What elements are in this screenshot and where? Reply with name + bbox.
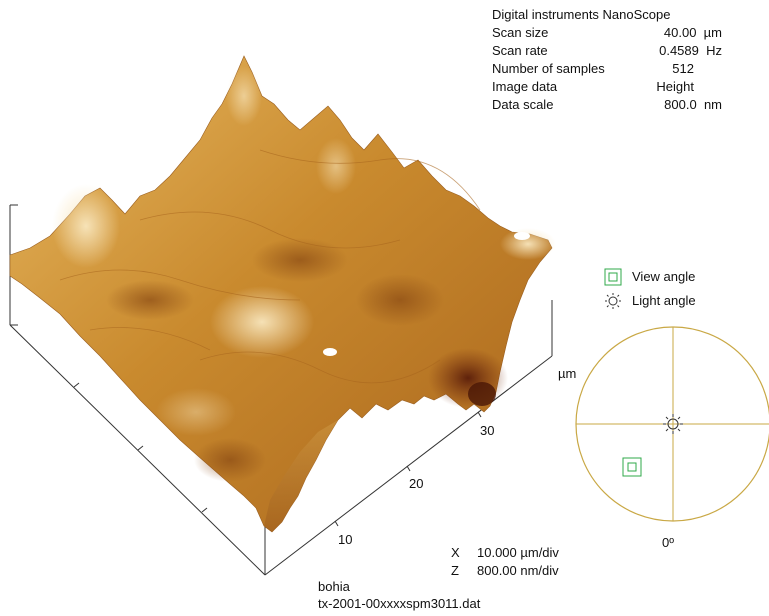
scale-value: 800.00 nm/div bbox=[477, 563, 559, 578]
info-value: 0.4589 bbox=[659, 43, 699, 58]
scale-key: X bbox=[451, 545, 460, 560]
info-label: Number of samples bbox=[492, 61, 605, 76]
info-unit: µm bbox=[703, 25, 722, 40]
info-label: Image data bbox=[492, 79, 558, 94]
base-axes bbox=[9, 300, 553, 576]
specular-spot-2 bbox=[514, 232, 530, 240]
shade-valley-4 bbox=[194, 438, 266, 482]
ridge-lines bbox=[59, 149, 481, 384]
info-value: 800.0 bbox=[664, 97, 697, 112]
legend-light-angle: Light angle bbox=[604, 292, 696, 310]
info-label: Data scale bbox=[492, 97, 554, 112]
highlight-left-peak bbox=[52, 184, 120, 268]
specular-spot-1 bbox=[323, 348, 337, 356]
info-label: Scan size bbox=[492, 25, 549, 40]
highlight-right-edge bbox=[500, 228, 556, 260]
surface-front-face bbox=[264, 420, 338, 532]
dial-view-square-icon[interactable] bbox=[622, 457, 642, 477]
axis-tick-30: 30 bbox=[480, 423, 495, 438]
axis-tick-20: 20 bbox=[409, 476, 424, 491]
right-axis-ticks bbox=[334, 411, 482, 527]
scale-info: X 10.000 µm/div Z 800.00 nm/div bbox=[451, 544, 559, 580]
axis-unit-label: µm bbox=[558, 366, 577, 381]
view-angle-square-icon bbox=[604, 268, 622, 286]
view-angle-label: View angle bbox=[632, 269, 696, 284]
info-row-scan-rate: Scan rate 0.4589 Hz bbox=[492, 42, 722, 60]
scale-key: Z bbox=[451, 563, 459, 578]
scale-row-z: Z 800.00 nm/div bbox=[451, 562, 559, 580]
highlight-top-peak bbox=[226, 66, 262, 126]
axis-tick-10: 10 bbox=[338, 532, 353, 547]
info-unit: Hz bbox=[706, 43, 722, 58]
dial-angle-label: 0º bbox=[662, 535, 674, 550]
info-row-samples: Number of samples 512 bbox=[492, 60, 722, 78]
info-value: 512 bbox=[672, 61, 694, 76]
angle-dial bbox=[575, 326, 769, 522]
shade-valley-3 bbox=[356, 274, 444, 326]
info-value: 40.00 bbox=[663, 25, 697, 40]
dark-pit bbox=[428, 348, 508, 408]
sample-name: bohia bbox=[318, 579, 350, 594]
file-name: tx-2001-00xxxxspm3011.dat bbox=[318, 596, 481, 611]
info-row-data-scale: Data scale 800.0 nm bbox=[492, 96, 722, 114]
light-angle-sun-icon bbox=[605, 293, 621, 309]
file-footer: bohia tx-2001-00xxxxspm3011.dat bbox=[318, 578, 480, 612]
highlight-front-lump bbox=[156, 388, 236, 436]
info-label: Scan rate bbox=[492, 43, 548, 58]
shade-valley-1 bbox=[252, 238, 348, 282]
afm-surface bbox=[9, 55, 556, 533]
instrument-title: Digital instruments NanoScope bbox=[492, 7, 671, 22]
light-angle-label: Light angle bbox=[632, 293, 696, 308]
scale-value: 10.000 µm/div bbox=[477, 545, 559, 560]
dark-pit-core bbox=[468, 382, 496, 406]
shade-valley-2 bbox=[106, 280, 194, 320]
highlight-center-ridge bbox=[210, 286, 314, 358]
dial-light-sun-icon bbox=[663, 414, 683, 434]
left-axis-ticks bbox=[73, 382, 208, 513]
info-row-image-data: Image data Height bbox=[492, 78, 722, 96]
scale-row-x: X 10.000 µm/div bbox=[451, 544, 559, 562]
scan-info-panel: Digital instruments NanoScope Scan size … bbox=[492, 6, 722, 114]
legend-view-angle: View angle bbox=[604, 268, 695, 286]
info-value: Height bbox=[656, 79, 694, 94]
info-unit: nm bbox=[703, 97, 722, 112]
info-row-scan-size: Scan size 40.00 µm bbox=[492, 24, 722, 42]
highlight-mid-peak bbox=[316, 138, 356, 194]
